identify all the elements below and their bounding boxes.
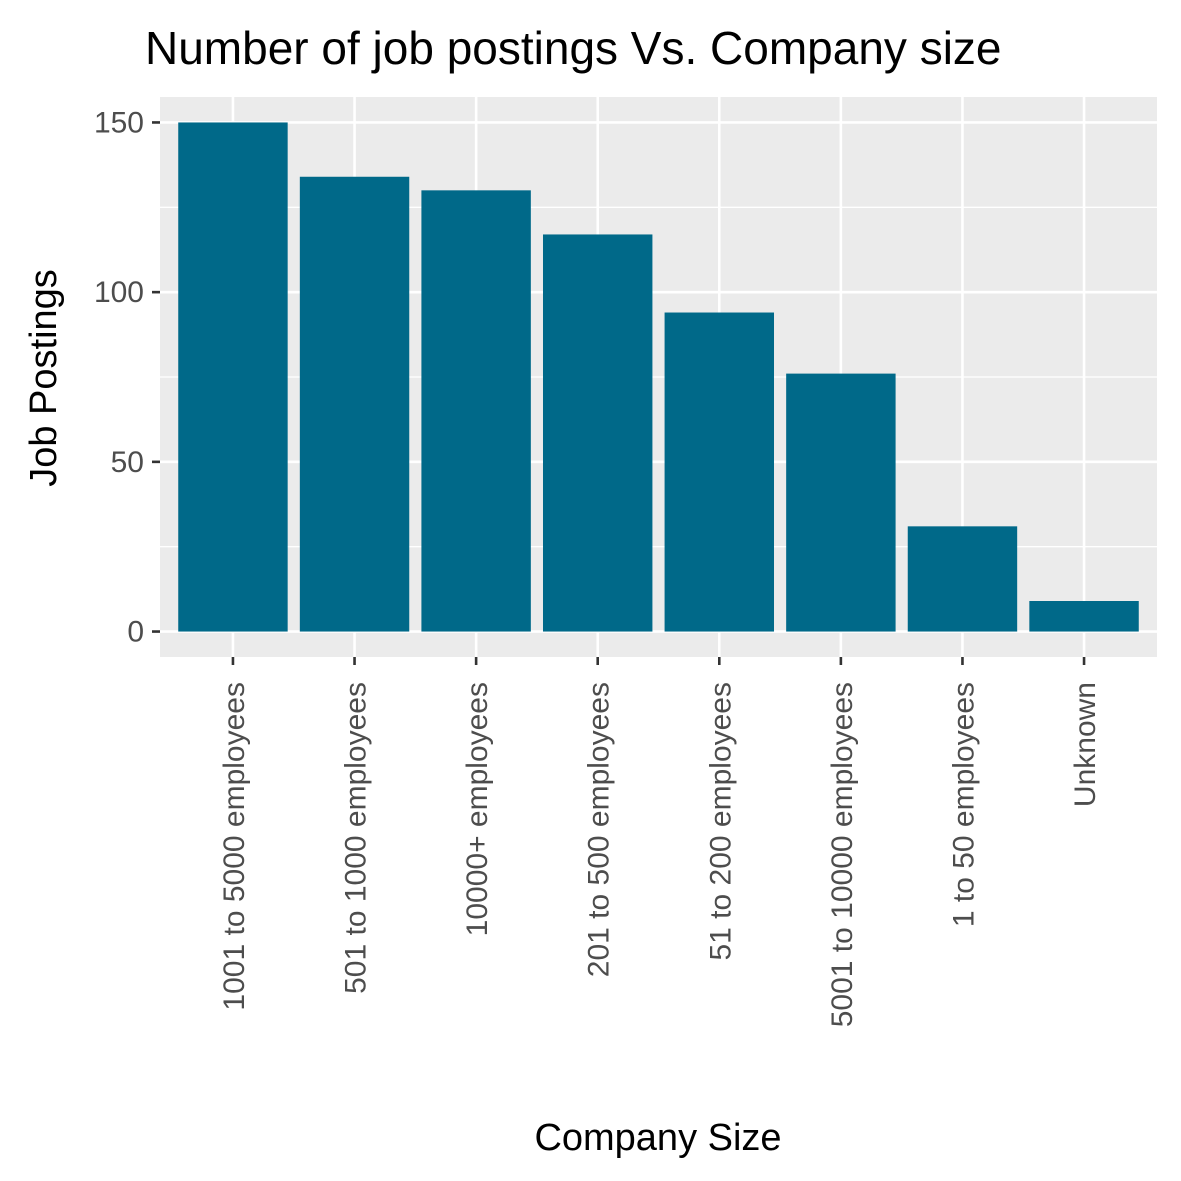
x-tick-label: 10000+ employees [461, 682, 494, 936]
y-tick-label: 150 [94, 106, 144, 139]
bar [299, 176, 410, 632]
bar [178, 122, 288, 632]
x-axis-title: Company Size [534, 1117, 781, 1159]
x-tick-label: Unknown [1069, 682, 1102, 807]
x-axis: 1001 to 5000 employees 501 to 1000 employ… [218, 657, 1102, 1027]
bar [542, 234, 653, 632]
x-tick-label: 1 to 50 employees [947, 682, 980, 927]
y-tick-label: 100 [94, 276, 144, 309]
bar [907, 526, 1018, 632]
bar [421, 190, 531, 632]
y-axis-title: Job Postings [23, 269, 65, 487]
bar [664, 312, 775, 632]
x-tick-label: 201 to 500 employees [583, 682, 616, 977]
chart-title: Number of job postings Vs. Company size [145, 22, 1002, 74]
x-tick-label: 1001 to 5000 employees [218, 682, 251, 1011]
x-tick-label: 501 to 1000 employees [340, 682, 373, 994]
bar [786, 373, 896, 632]
y-axis: 0 50 100 150 [94, 106, 160, 649]
x-tick-label: 5001 to 10000 employees [826, 682, 859, 1027]
y-tick-label: 0 [127, 616, 144, 649]
bar [1029, 601, 1139, 632]
y-tick-label: 50 [111, 446, 144, 479]
bars [178, 122, 1139, 632]
x-tick-label: 51 to 200 employees [704, 682, 737, 961]
